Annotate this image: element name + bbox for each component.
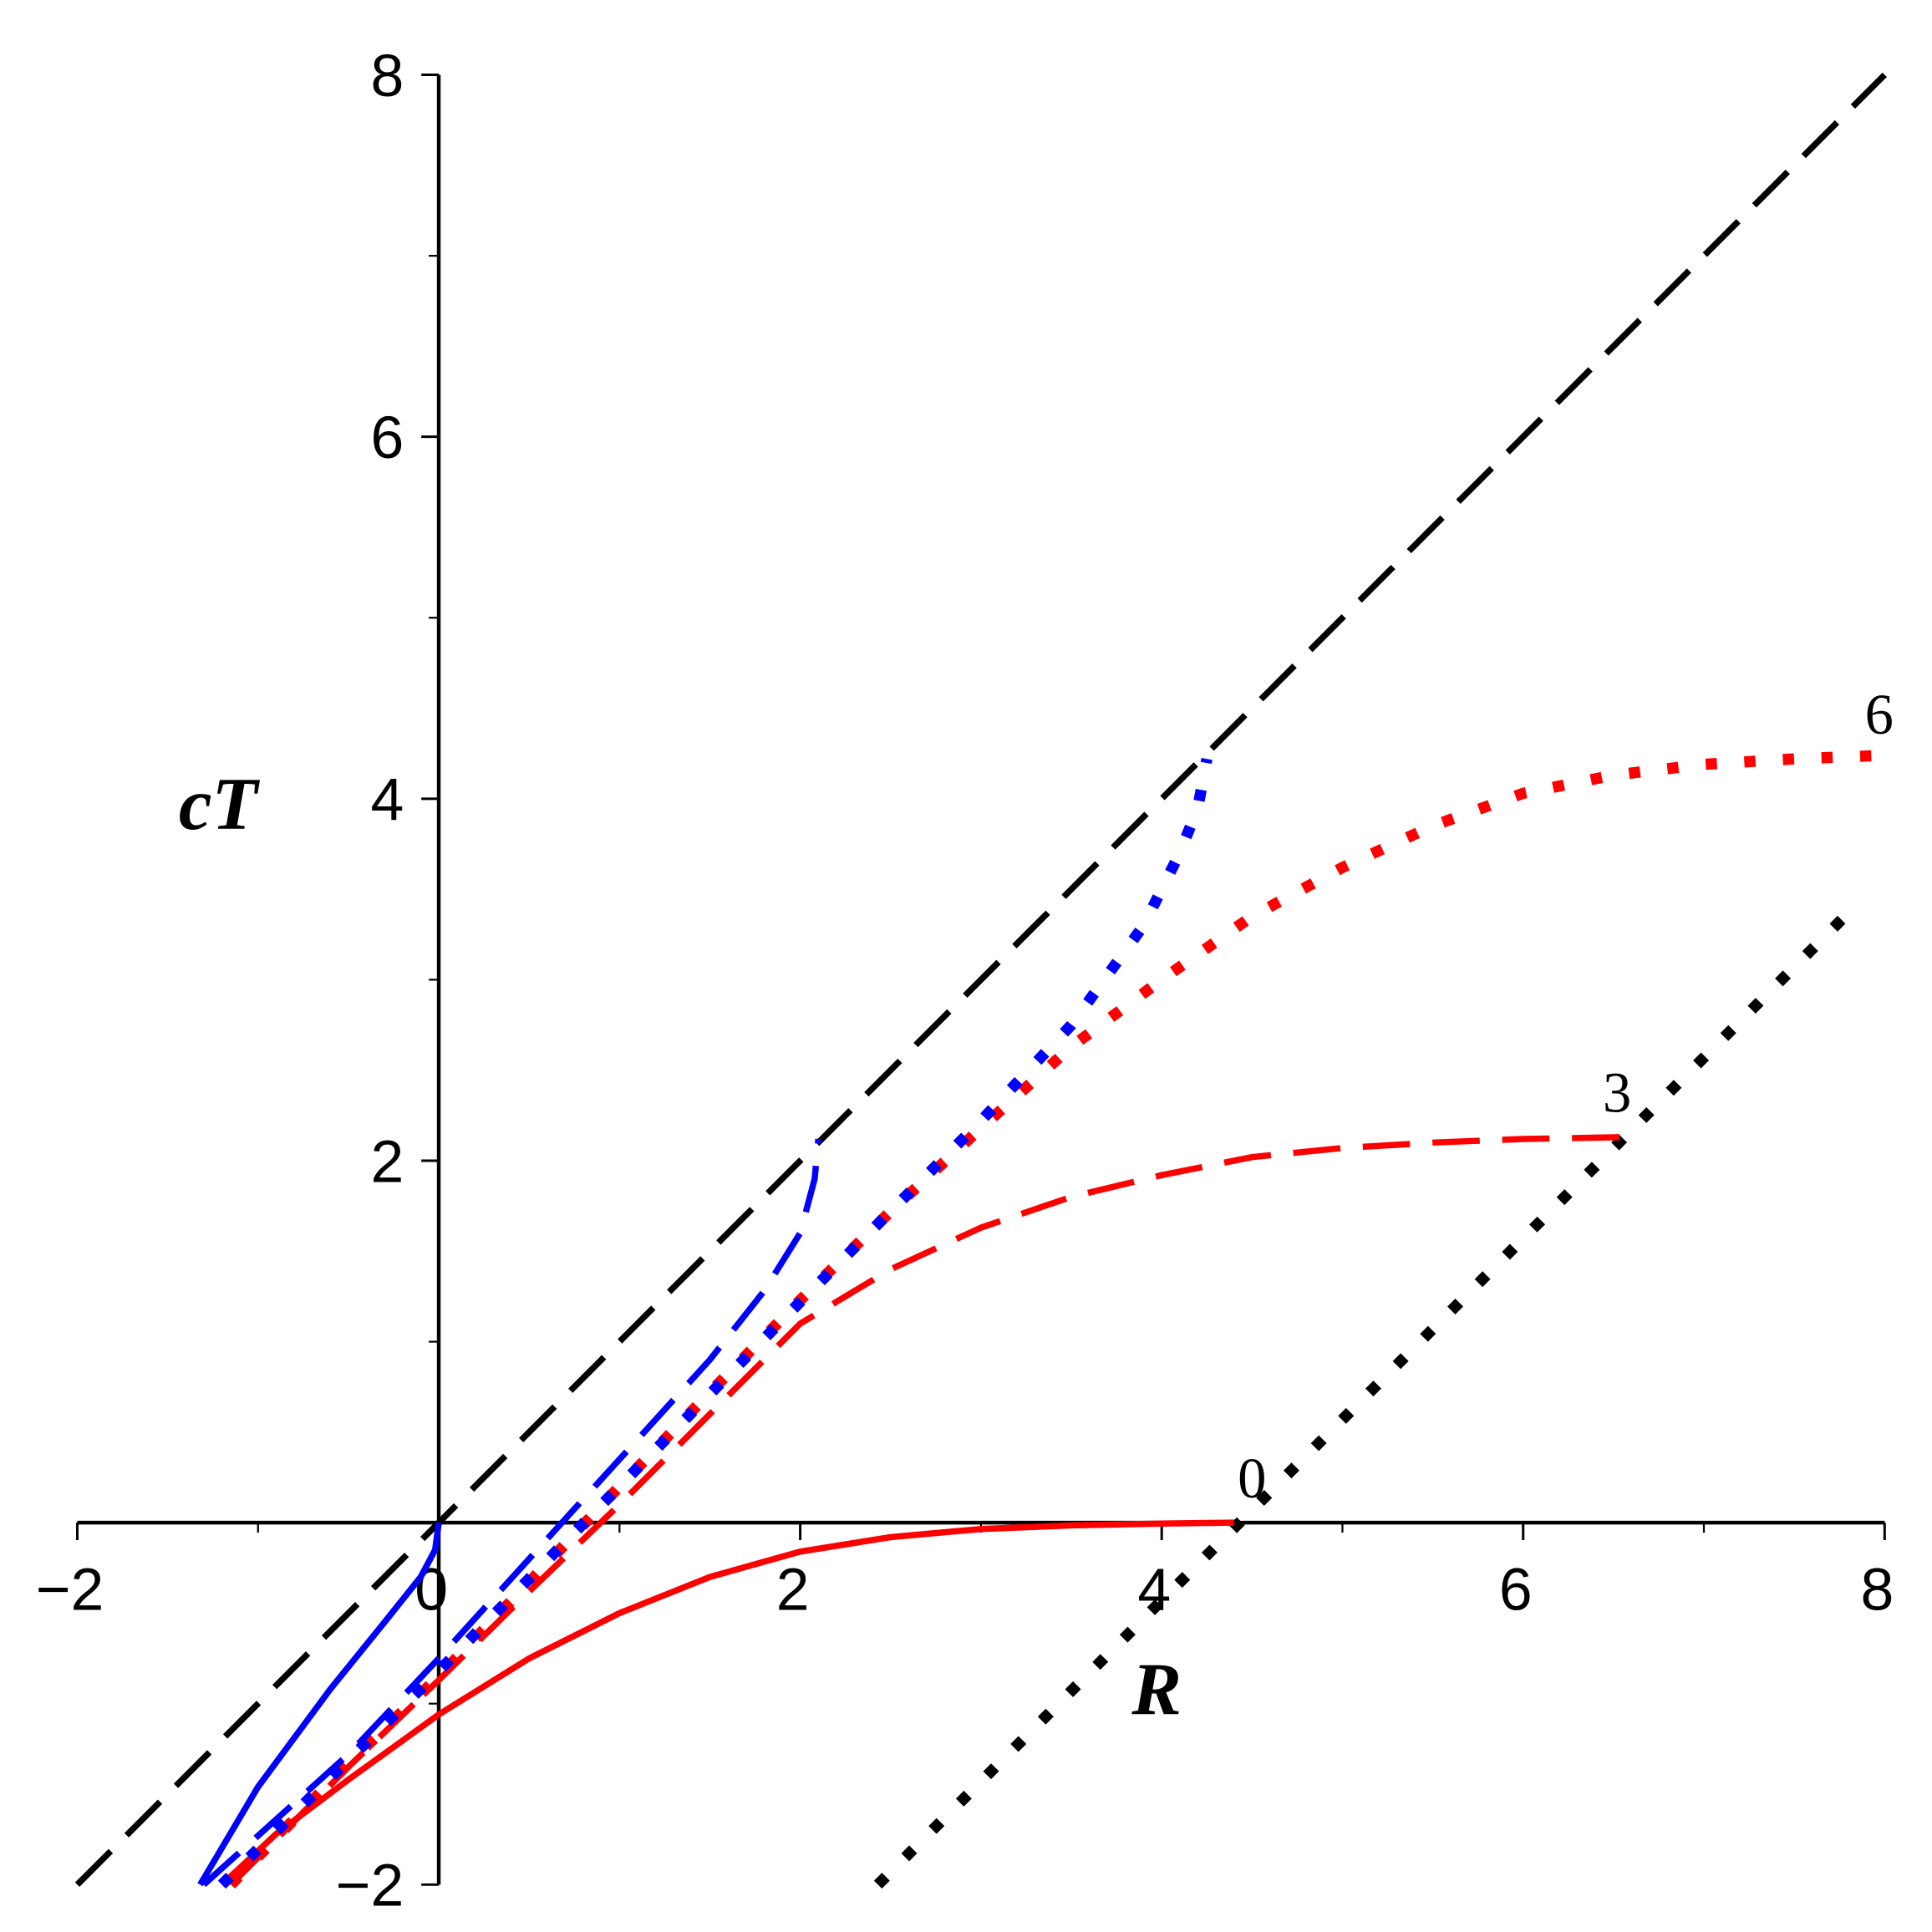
curve <box>201 1138 821 1888</box>
annotation: 0 <box>1238 1446 1266 1510</box>
curve <box>217 757 1213 1889</box>
y-tick-label: 8 <box>370 43 404 109</box>
curve <box>873 899 1862 1889</box>
annotation: 3 <box>1603 1061 1631 1125</box>
x-tick-label: −2 <box>36 1557 104 1624</box>
y-axis-title: cT <box>179 763 261 846</box>
annotation: 6 <box>1865 683 1894 746</box>
curve <box>219 1519 1234 1888</box>
y-tick-label: 4 <box>370 766 404 833</box>
x-tick-label: 6 <box>1499 1557 1533 1624</box>
curve <box>226 750 1885 1889</box>
curve <box>197 1522 442 1887</box>
x-tick-label: 0 <box>414 1557 448 1624</box>
y-tick-label: −2 <box>336 1853 404 1919</box>
x-axis-title: R <box>1131 1648 1182 1731</box>
y-tick-label: 6 <box>370 404 404 471</box>
y-tick-label: 2 <box>370 1128 404 1195</box>
x-tick-label: 2 <box>776 1557 810 1624</box>
curve <box>74 72 1887 1887</box>
x-tick-label: 8 <box>1860 1557 1894 1624</box>
